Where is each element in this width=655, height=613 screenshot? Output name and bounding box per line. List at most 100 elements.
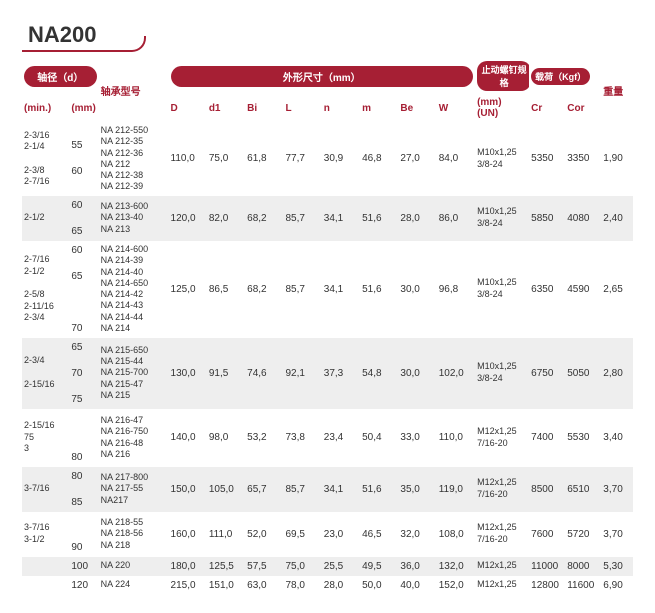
cell-model: NA 216-47NA 216-750NA 216-48NA 216: [99, 409, 169, 467]
cell-thread: M12x1,257/16-20: [475, 409, 529, 467]
title-block: NA200: [22, 18, 633, 52]
hdr-mm: (mm): [69, 94, 98, 122]
cell-wt: 5,30: [601, 557, 633, 576]
hdr-L: L: [283, 94, 321, 122]
cell-m: 46,5: [360, 512, 398, 557]
cell-thread: M12x1,25: [475, 576, 529, 595]
hdr-D: D: [169, 94, 207, 122]
cell-d1: 98,0: [207, 409, 245, 467]
cell-min: 3-7/16: [22, 467, 69, 512]
cell-min: 2-7/162-1/22-5/82-11/162-3/4: [22, 241, 69, 338]
cell-d1: 75,0: [207, 122, 245, 196]
cell-Bi: 61,8: [245, 122, 283, 196]
cell-thread: M10x1,253/8-24: [475, 338, 529, 409]
spec-table: 轴径（d） 轴承型号 外形尺寸（mm） 止动螺钉规格 载荷（Kgf） 重量 (m…: [22, 58, 633, 595]
cell-wt: 2,65: [601, 241, 633, 338]
cell-n: 30,9: [322, 122, 360, 196]
hdr-Cr: Cr: [529, 94, 565, 122]
cell-Cor: 6510: [565, 467, 601, 512]
cell-min: 2-3/42-15/16: [22, 338, 69, 409]
hdr-stopscrew: 止动螺钉规格: [477, 61, 529, 91]
cell-D: 140,0: [169, 409, 207, 467]
table-body: 2-3/162-1/42-3/82-7/165560NA 212-550NA 2…: [22, 122, 633, 595]
table-header: 轴径（d） 轴承型号 外形尺寸（mm） 止动螺钉规格 载荷（Kgf） 重量 (m…: [22, 58, 633, 122]
cell-m: 50,4: [360, 409, 398, 467]
cell-Be: 30,0: [398, 241, 436, 338]
hdr-Bi: Bi: [245, 94, 283, 122]
table-row: 3-7/168085NA 217-800NA 217-55NA217150,01…: [22, 467, 633, 512]
cell-model: NA 215-650NA 215-44NA 215-700NA 215-47NA…: [99, 338, 169, 409]
cell-mm: 120: [69, 576, 98, 595]
cell-L: 77,7: [283, 122, 321, 196]
cell-m: 51,6: [360, 196, 398, 241]
cell-d1: 151,0: [207, 576, 245, 595]
cell-min: [22, 557, 69, 576]
cell-mm: 606570: [69, 241, 98, 338]
cell-min: 2-3/162-1/42-3/82-7/16: [22, 122, 69, 196]
cell-n: 34,1: [322, 241, 360, 338]
cell-Cor: 5050: [565, 338, 601, 409]
cell-min: [22, 576, 69, 595]
cell-Cr: 6750: [529, 338, 565, 409]
cell-Cor: 11600: [565, 576, 601, 595]
cell-model: NA 212-550NA 212-35NA 212-36NA 212NA 212…: [99, 122, 169, 196]
hdr-un: (mm) (UN): [475, 94, 529, 122]
hdr-W: W: [437, 94, 475, 122]
cell-model: NA 217-800NA 217-55NA217: [99, 467, 169, 512]
cell-Be: 35,0: [398, 467, 436, 512]
cell-Cor: 8000: [565, 557, 601, 576]
cell-min: 3-7/163-1/2: [22, 512, 69, 557]
hdr-shaft-dia: 轴径（d）: [24, 66, 97, 87]
cell-d1: 105,0: [207, 467, 245, 512]
cell-Bi: 52,0: [245, 512, 283, 557]
cell-m: 50,0: [360, 576, 398, 595]
cell-d1: 125,5: [207, 557, 245, 576]
hdr-outline: 外形尺寸（mm）: [171, 66, 474, 87]
cell-wt: 3,70: [601, 512, 633, 557]
cell-Be: 28,0: [398, 196, 436, 241]
hdr-d1: d1: [207, 94, 245, 122]
table-row: 3-7/163-1/290NA 218-55NA 218-56NA 218160…: [22, 512, 633, 557]
cell-Cr: 6350: [529, 241, 565, 338]
cell-thread: M10x1,253/8-24: [475, 196, 529, 241]
cell-n: 37,3: [322, 338, 360, 409]
cell-Be: 36,0: [398, 557, 436, 576]
cell-L: 69,5: [283, 512, 321, 557]
cell-thread: M10x1,253/8-24: [475, 122, 529, 196]
cell-Be: 32,0: [398, 512, 436, 557]
cell-d1: 91,5: [207, 338, 245, 409]
cell-n: 23,4: [322, 409, 360, 467]
cell-W: 108,0: [437, 512, 475, 557]
cell-L: 75,0: [283, 557, 321, 576]
table-row: 2-1/26065NA 213-600NA 213-40NA 213120,08…: [22, 196, 633, 241]
hdr-m: m: [360, 94, 398, 122]
title-underline: [22, 50, 132, 52]
cell-mm: 5560: [69, 122, 98, 196]
cell-wt: 1,90: [601, 122, 633, 196]
cell-L: 85,7: [283, 196, 321, 241]
cell-Bi: 68,2: [245, 241, 283, 338]
hdr-n: n: [322, 94, 360, 122]
cell-D: 110,0: [169, 122, 207, 196]
cell-W: 84,0: [437, 122, 475, 196]
cell-Be: 33,0: [398, 409, 436, 467]
cell-n: 34,1: [322, 467, 360, 512]
cell-wt: 2,40: [601, 196, 633, 241]
hdr-model: 轴承型号: [99, 58, 169, 122]
cell-D: 180,0: [169, 557, 207, 576]
cell-L: 92,1: [283, 338, 321, 409]
hdr-Be: Be: [398, 94, 436, 122]
cell-L: 73,8: [283, 409, 321, 467]
cell-mm: 90: [69, 512, 98, 557]
cell-Cr: 5850: [529, 196, 565, 241]
cell-Cor: 5530: [565, 409, 601, 467]
cell-mm: 100: [69, 557, 98, 576]
cell-n: 25,5: [322, 557, 360, 576]
hdr-min: (min.): [22, 94, 69, 122]
hdr-load: 载荷（Kgf）: [531, 68, 590, 85]
cell-mm: 80: [69, 409, 98, 467]
cell-Cr: 7600: [529, 512, 565, 557]
cell-Cor: 3350: [565, 122, 601, 196]
cell-model: NA 218-55NA 218-56NA 218: [99, 512, 169, 557]
cell-Cor: 4590: [565, 241, 601, 338]
